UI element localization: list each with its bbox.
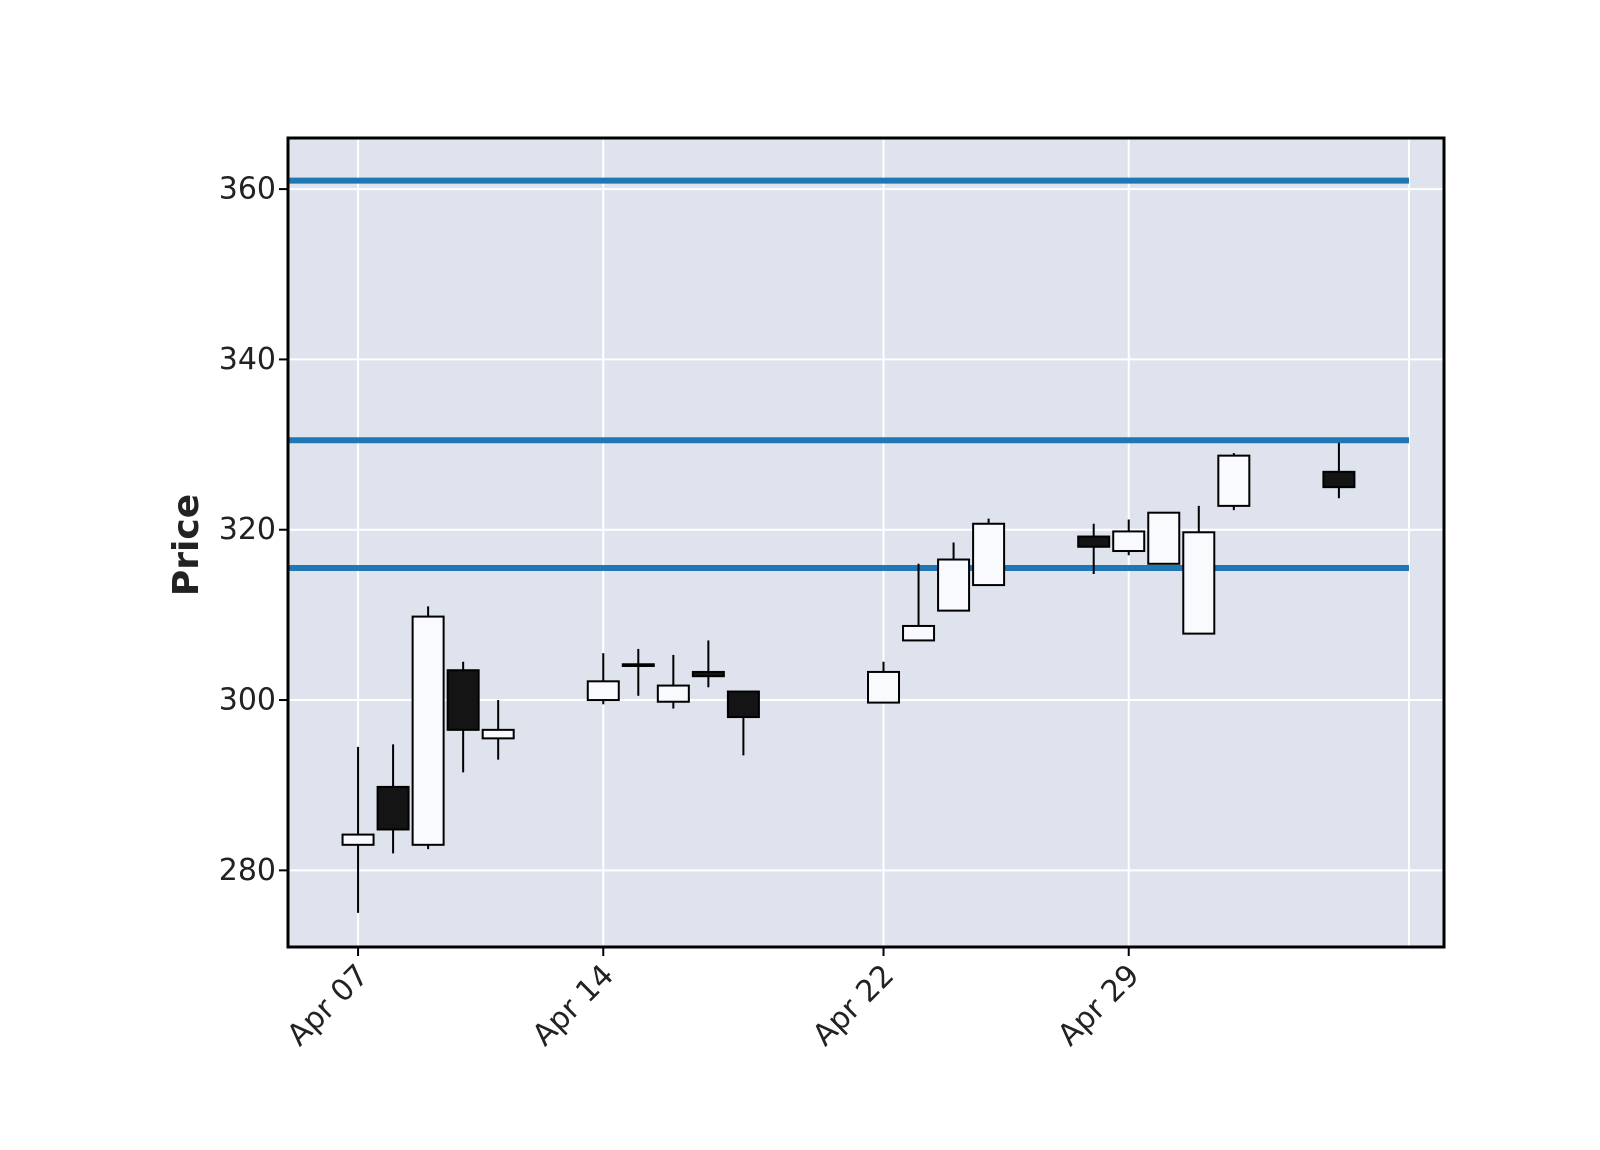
candle <box>1217 453 1251 511</box>
candle <box>621 648 655 696</box>
candle-body <box>937 558 971 612</box>
candle <box>972 518 1006 587</box>
candle-body <box>1077 535 1111 548</box>
candle <box>691 640 725 688</box>
plot-background <box>288 138 1444 947</box>
candle-body <box>341 833 375 846</box>
y-tick-label: 300 <box>219 683 276 718</box>
candle <box>481 700 515 760</box>
candle-body <box>867 670 901 704</box>
candle <box>726 690 760 756</box>
x-tick-label: Apr 22 <box>806 958 901 1053</box>
candle <box>1147 511 1181 565</box>
candle <box>1322 442 1356 499</box>
y-tick-label: 280 <box>219 853 276 888</box>
candle <box>411 606 445 850</box>
y-tick-label: 340 <box>219 342 276 377</box>
candle <box>1112 519 1146 556</box>
candle <box>1182 505 1216 635</box>
candle-body <box>621 663 655 667</box>
y-axis-ticks: 280 300 320 340 360 <box>219 172 288 888</box>
candle-body <box>1217 454 1251 507</box>
candle-body <box>691 670 725 678</box>
candle-body <box>902 624 936 642</box>
x-tick-label: Apr 14 <box>526 958 621 1053</box>
candle-body <box>376 785 410 831</box>
candle-body <box>586 680 620 702</box>
x-tick-label: Apr 29 <box>1051 958 1146 1053</box>
candles <box>341 442 1356 913</box>
candle-body <box>1182 531 1216 635</box>
candle-body <box>1322 470 1356 489</box>
candle-body <box>481 728 515 740</box>
candle-body <box>1112 530 1146 553</box>
candle <box>446 661 480 773</box>
plot-frame <box>286 136 1446 949</box>
candle <box>656 654 690 709</box>
x-axis-ticks: Apr 07 Apr 14 Apr 22 Apr 29 <box>281 947 1146 1053</box>
x-tick-label: Apr 07 <box>281 958 376 1053</box>
candle <box>867 661 901 704</box>
candle-body <box>972 522 1006 587</box>
candle-body <box>656 684 690 703</box>
candle <box>341 746 375 913</box>
horizontal-lines <box>288 177 1409 572</box>
y-tick-label: 360 <box>219 172 276 207</box>
y-axis-label: Price <box>166 494 207 596</box>
candle <box>1077 523 1111 575</box>
candle-body <box>411 615 445 846</box>
candle-body <box>446 669 480 731</box>
y-tick-label: 320 <box>219 512 276 547</box>
candle <box>937 542 971 612</box>
candle <box>376 744 410 854</box>
candle <box>902 563 936 642</box>
candle-body <box>726 690 760 719</box>
candle <box>586 653 620 705</box>
candle-body <box>1147 511 1181 565</box>
